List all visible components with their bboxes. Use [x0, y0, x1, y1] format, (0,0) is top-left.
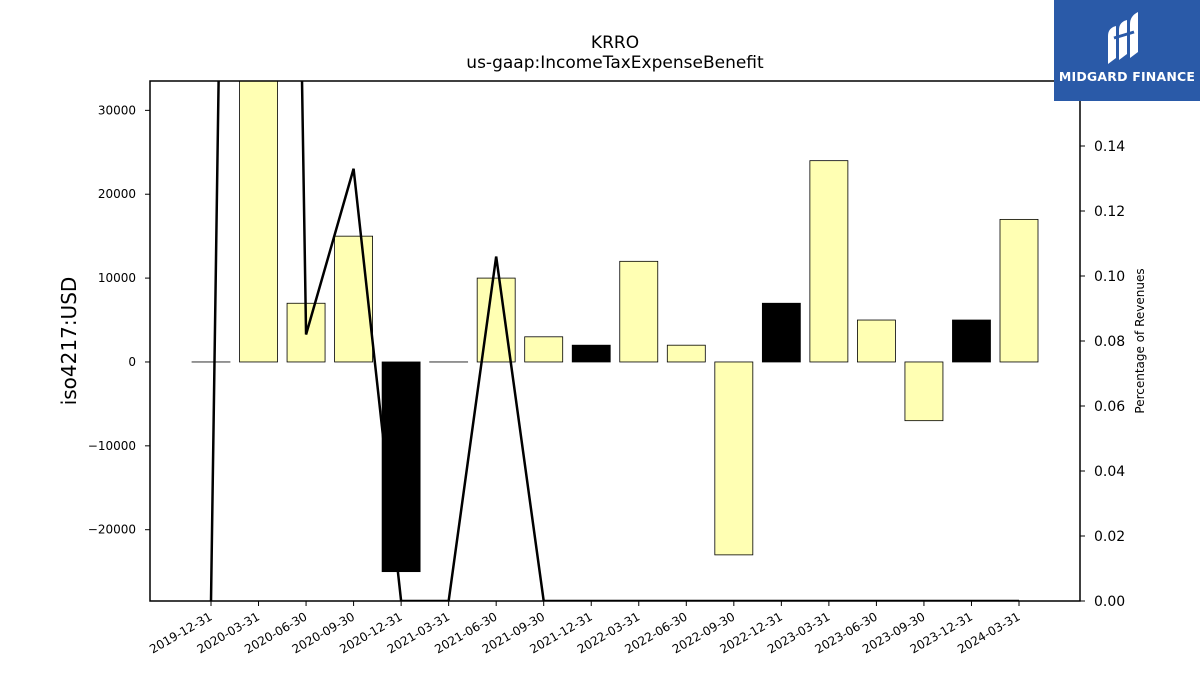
bar [904, 361, 944, 422]
bar [381, 361, 421, 573]
bar [666, 344, 706, 363]
bar [524, 336, 564, 363]
y-tick-label: 20000 [98, 187, 136, 201]
bar [999, 218, 1039, 363]
y2-tick-label: 0.12 [1094, 204, 1125, 220]
y-tick-label: 0 [128, 355, 136, 369]
bar [952, 319, 991, 363]
bar [761, 302, 801, 363]
y-tick-label: 10000 [98, 271, 136, 285]
bar [714, 361, 754, 556]
bar [239, 80, 278, 363]
y2-tick-label: 0.04 [1094, 464, 1125, 480]
logo-text: MIDGARD FINANCE [1058, 69, 1196, 84]
bar [857, 319, 896, 363]
y-axis-label: iso4217:USD [57, 277, 81, 406]
logo-mark-icon [1108, 12, 1138, 64]
y2-tick-label: 0.00 [1094, 594, 1125, 610]
y2-tick-label: 0.10 [1094, 269, 1125, 285]
midgard-finance-logo: MIDGARD FINANCE [1054, 0, 1200, 101]
percentage-line [209, 81, 1019, 601]
y2-axis-label: Percentage of Revenues [1133, 268, 1147, 413]
bar [619, 260, 659, 363]
y2-tick-label: 0.02 [1094, 529, 1125, 545]
y2-tick-label: 0.08 [1094, 334, 1125, 350]
bar [334, 235, 373, 363]
y2-tick-label: 0.14 [1094, 139, 1125, 155]
bar [571, 344, 611, 363]
bar [809, 160, 849, 363]
chart-title: KRRO [591, 33, 639, 53]
y2-tick-label: 0.06 [1094, 399, 1125, 415]
chart-subtitle: us-gaap:IncomeTaxExpenseBenefit [466, 53, 764, 73]
y-tick-label: −10000 [88, 439, 136, 453]
y-tick-label: 30000 [98, 103, 136, 117]
y-tick-label: −20000 [88, 523, 136, 537]
